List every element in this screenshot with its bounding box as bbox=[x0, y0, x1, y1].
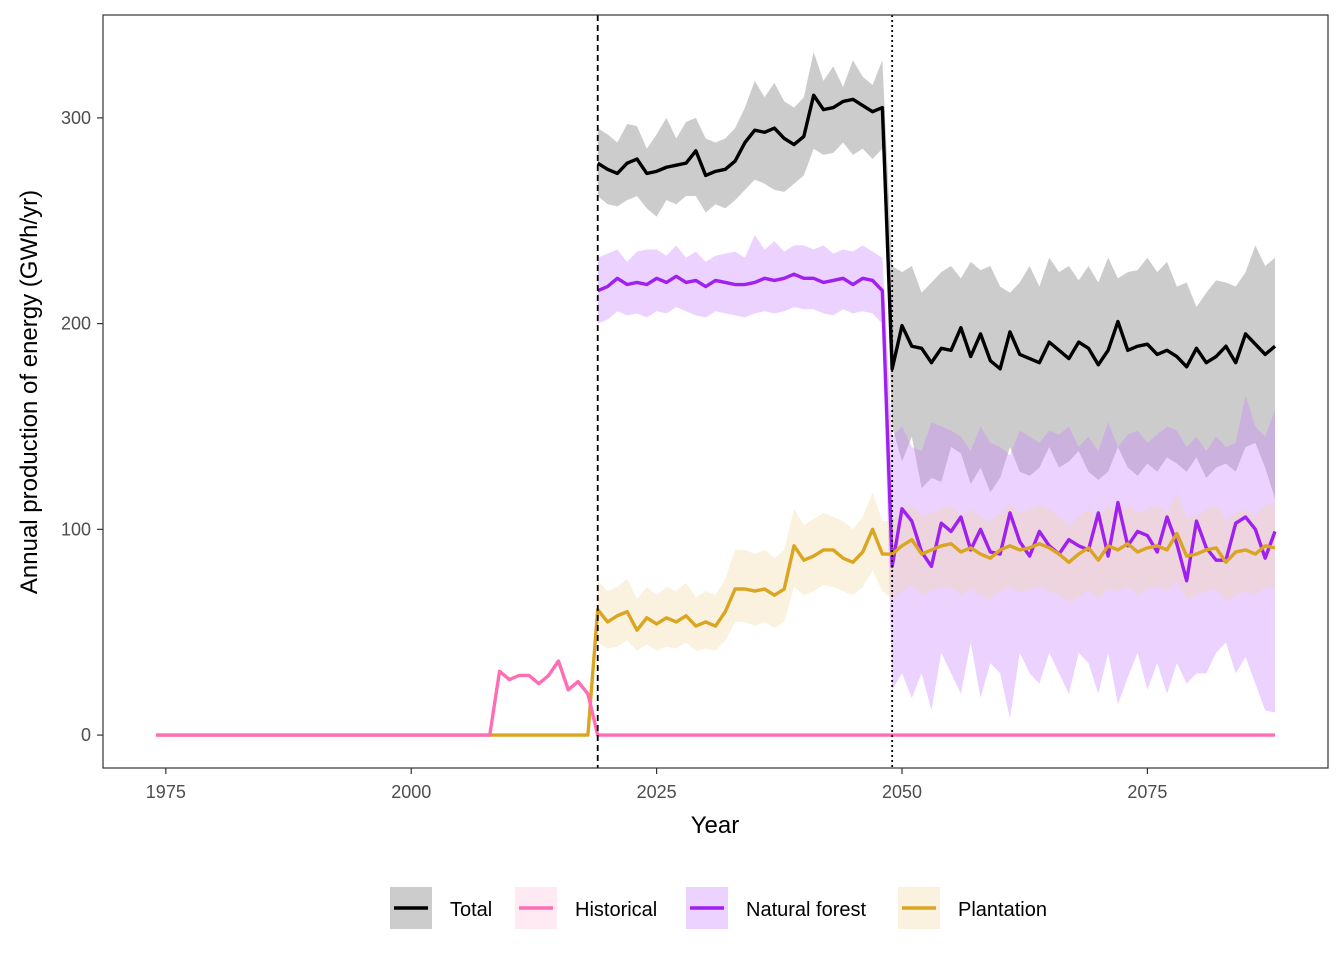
legend-label-total: Total bbox=[450, 899, 492, 921]
plot-panel-border bbox=[102, 14, 1329, 769]
confidence-bands bbox=[597, 52, 1275, 719]
line-total bbox=[596, 93, 1277, 371]
x-tick-label: 2000 bbox=[391, 782, 431, 802]
x-tick-label: 1975 bbox=[146, 782, 186, 802]
y-tick-label: 100 bbox=[61, 519, 91, 539]
legend-label-plantation: Plantation bbox=[958, 899, 1047, 921]
line-natural-forest bbox=[597, 272, 1277, 583]
reference-lines bbox=[596, 15, 894, 768]
series-lines bbox=[156, 93, 1277, 737]
legend: Total Historical Natural forest Plantation bbox=[390, 887, 1047, 929]
legend-label-historical: Historical bbox=[575, 899, 657, 921]
x-axis-title: Year bbox=[691, 812, 740, 839]
y-axis-title: Annual production of energy (GWh/yr) bbox=[16, 190, 43, 594]
line-historical bbox=[156, 659, 1275, 737]
band-plantation bbox=[597, 492, 1275, 651]
band-natural-forest bbox=[597, 235, 1275, 719]
y-axis: 0 100 200 300 bbox=[61, 108, 103, 745]
legend-label-natural-forest: Natural forest bbox=[746, 899, 866, 921]
line-plantation bbox=[156, 527, 1276, 737]
y-tick-label: 0 bbox=[81, 725, 91, 745]
band-total bbox=[597, 52, 1275, 499]
x-tick-label: 2075 bbox=[1127, 782, 1167, 802]
y-tick-label: 300 bbox=[61, 108, 91, 128]
x-tick-label: 2050 bbox=[882, 782, 922, 802]
y-tick-label: 200 bbox=[61, 314, 91, 334]
x-axis: 1975 2000 2025 2050 2075 bbox=[146, 768, 1167, 802]
x-tick-label: 2025 bbox=[637, 782, 677, 802]
